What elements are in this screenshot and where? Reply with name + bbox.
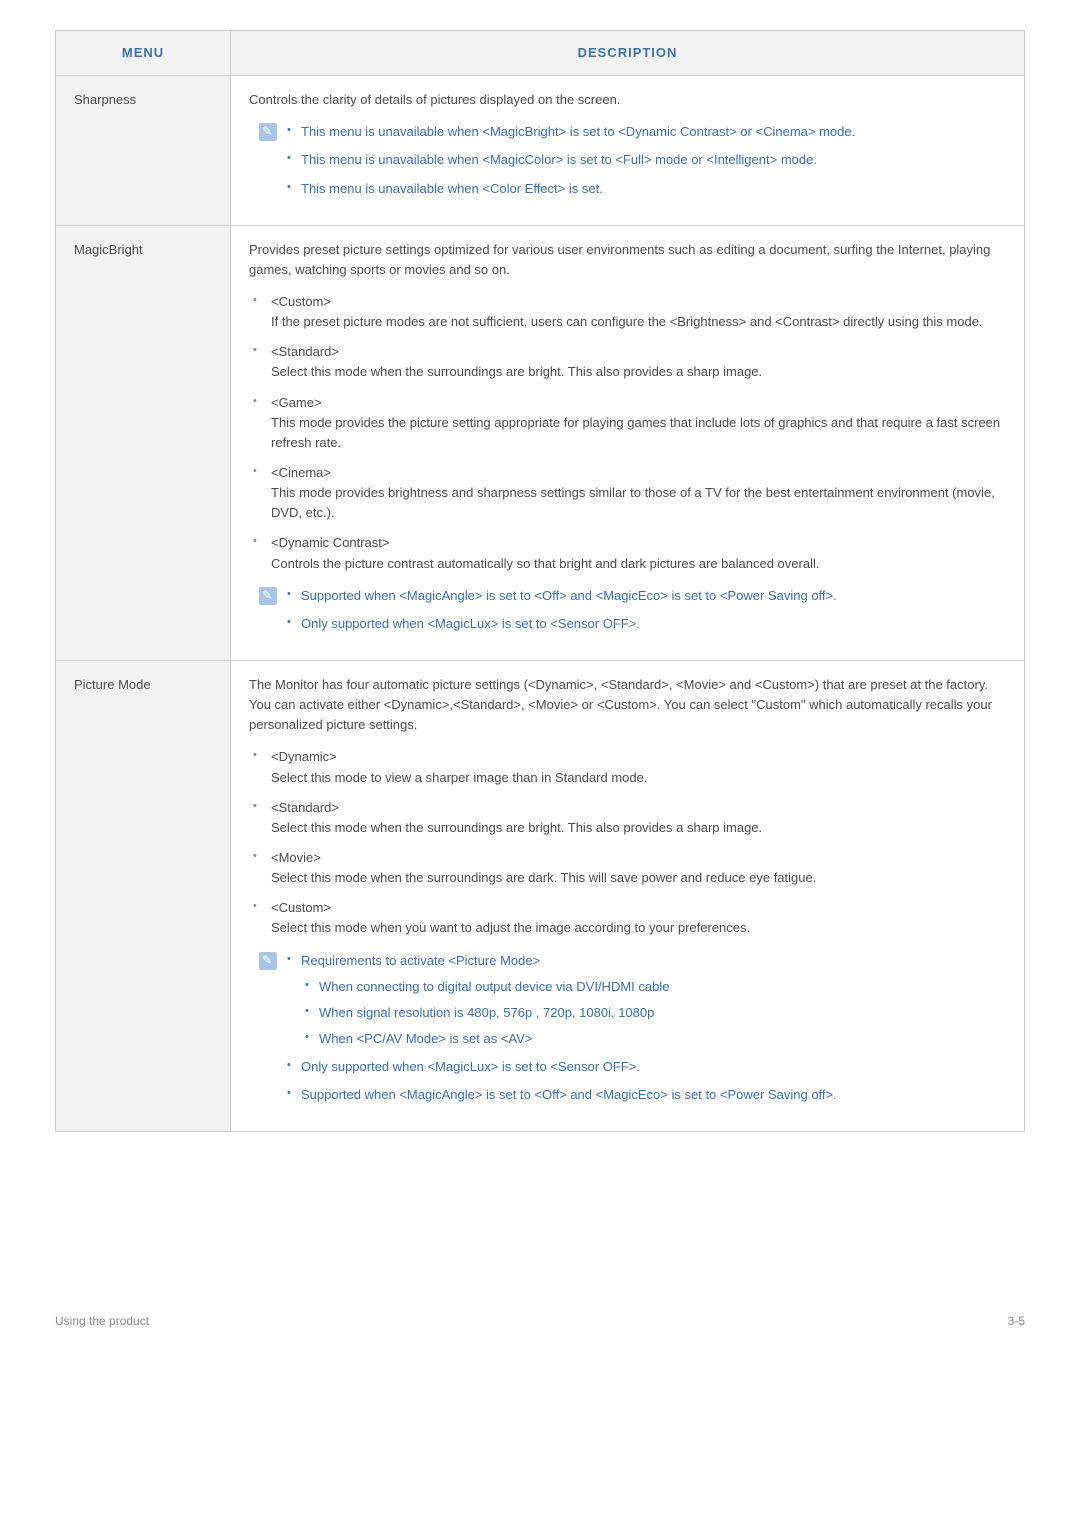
list-item: <Movie> Select this mode when the surrou… xyxy=(271,848,1006,888)
note-subitem: When signal resolution is 480p, 576p , 7… xyxy=(319,1003,1006,1023)
row-magicbright: MagicBright Provides preset picture sett… xyxy=(56,225,1025,660)
page-footer: Using the product 3-5 xyxy=(55,1312,1025,1331)
sharpness-intro: Controls the clarity of details of pictu… xyxy=(249,90,1006,110)
magicbright-notes: Supported when <MagicAngle> is set to <O… xyxy=(259,586,1006,642)
note-header: Requirements to activate <Picture Mode> xyxy=(301,953,540,968)
desc-sharpness: Controls the clarity of details of pictu… xyxy=(231,76,1025,226)
note-item: This menu is unavailable when <MagicBrig… xyxy=(301,122,1006,142)
item-label: <Dynamic Contrast> xyxy=(271,535,390,550)
note-icon xyxy=(259,952,277,970)
picturemode-intro: The Monitor has four automatic picture s… xyxy=(249,675,1006,735)
item-desc: This mode provides brightness and sharpn… xyxy=(271,485,995,520)
item-label: <Movie> xyxy=(271,850,321,865)
list-item: <Dynamic> Select this mode to view a sha… xyxy=(271,747,1006,787)
desc-picturemode: The Monitor has four automatic picture s… xyxy=(231,660,1025,1131)
list-item: <Standard> Select this mode when the sur… xyxy=(271,342,1006,382)
item-label: <Cinema> xyxy=(271,465,331,480)
list-item: <Dynamic Contrast> Controls the picture … xyxy=(271,533,1006,573)
magicbright-items: <Custom> If the preset picture modes are… xyxy=(249,292,1006,574)
item-desc: If the preset picture modes are not suff… xyxy=(271,314,983,329)
sharpness-notes: This menu is unavailable when <MagicBrig… xyxy=(259,122,1006,206)
footer-left: Using the product xyxy=(55,1312,149,1331)
list-item: <Game> This mode provides the picture se… xyxy=(271,393,1006,453)
magicbright-intro: Provides preset picture settings optimiz… xyxy=(249,240,1006,280)
list-item: <Cinema> This mode provides brightness a… xyxy=(271,463,1006,523)
list-item: <Standard> Select this mode when the sur… xyxy=(271,798,1006,838)
col-description-header: DESCRIPTION xyxy=(231,31,1025,76)
note-icon xyxy=(259,587,277,605)
note-item: This menu is unavailable when <MagicColo… xyxy=(301,150,1006,170)
row-picturemode: Picture Mode The Monitor has four automa… xyxy=(56,660,1025,1131)
col-menu-header: MENU xyxy=(56,31,231,76)
note-item: This menu is unavailable when <Color Eff… xyxy=(301,179,1006,199)
item-label: <Dynamic> xyxy=(271,749,337,764)
item-desc: Select this mode when the surroundings a… xyxy=(271,870,816,885)
item-label: <Custom> xyxy=(271,294,331,309)
footer-right: 3-5 xyxy=(1008,1312,1025,1331)
picturemode-items: <Dynamic> Select this mode to view a sha… xyxy=(249,747,1006,938)
menu-picturemode: Picture Mode xyxy=(56,660,231,1131)
note-item: Only supported when <MagicLux> is set to… xyxy=(301,614,1006,634)
item-desc: Select this mode when the surroundings a… xyxy=(271,820,762,835)
note-item: Supported when <MagicAngle> is set to <O… xyxy=(301,586,1006,606)
item-desc: Select this mode when the surroundings a… xyxy=(271,364,762,379)
note-subitem: When connecting to digital output device… xyxy=(319,977,1006,997)
row-sharpness: Sharpness Controls the clarity of detail… xyxy=(56,76,1025,226)
note-item: Supported when <MagicAngle> is set to <O… xyxy=(301,1085,1006,1105)
note-item: Only supported when <MagicLux> is set to… xyxy=(301,1057,1006,1077)
list-item: <Custom> If the preset picture modes are… xyxy=(271,292,1006,332)
item-desc: Controls the picture contrast automatica… xyxy=(271,556,819,571)
picturemode-notes: Requirements to activate <Picture Mode> … xyxy=(259,951,1006,1114)
note-item: Requirements to activate <Picture Mode> … xyxy=(301,951,1006,1050)
item-desc: Select this mode to view a sharper image… xyxy=(271,770,648,785)
list-item: <Custom> Select this mode when you want … xyxy=(271,898,1006,938)
item-label: <Standard> xyxy=(271,800,339,815)
item-desc: This mode provides the picture setting a… xyxy=(271,415,1000,450)
item-desc: Select this mode when you want to adjust… xyxy=(271,920,750,935)
menu-sharpness: Sharpness xyxy=(56,76,231,226)
item-label: <Custom> xyxy=(271,900,331,915)
desc-magicbright: Provides preset picture settings optimiz… xyxy=(231,225,1025,660)
settings-table: MENU DESCRIPTION Sharpness Controls the … xyxy=(55,30,1025,1132)
note-subitem: When <PC/AV Mode> is set as <AV> xyxy=(319,1029,1006,1049)
item-label: <Standard> xyxy=(271,344,339,359)
note-icon xyxy=(259,123,277,141)
menu-magicbright: MagicBright xyxy=(56,225,231,660)
item-label: <Game> xyxy=(271,395,322,410)
